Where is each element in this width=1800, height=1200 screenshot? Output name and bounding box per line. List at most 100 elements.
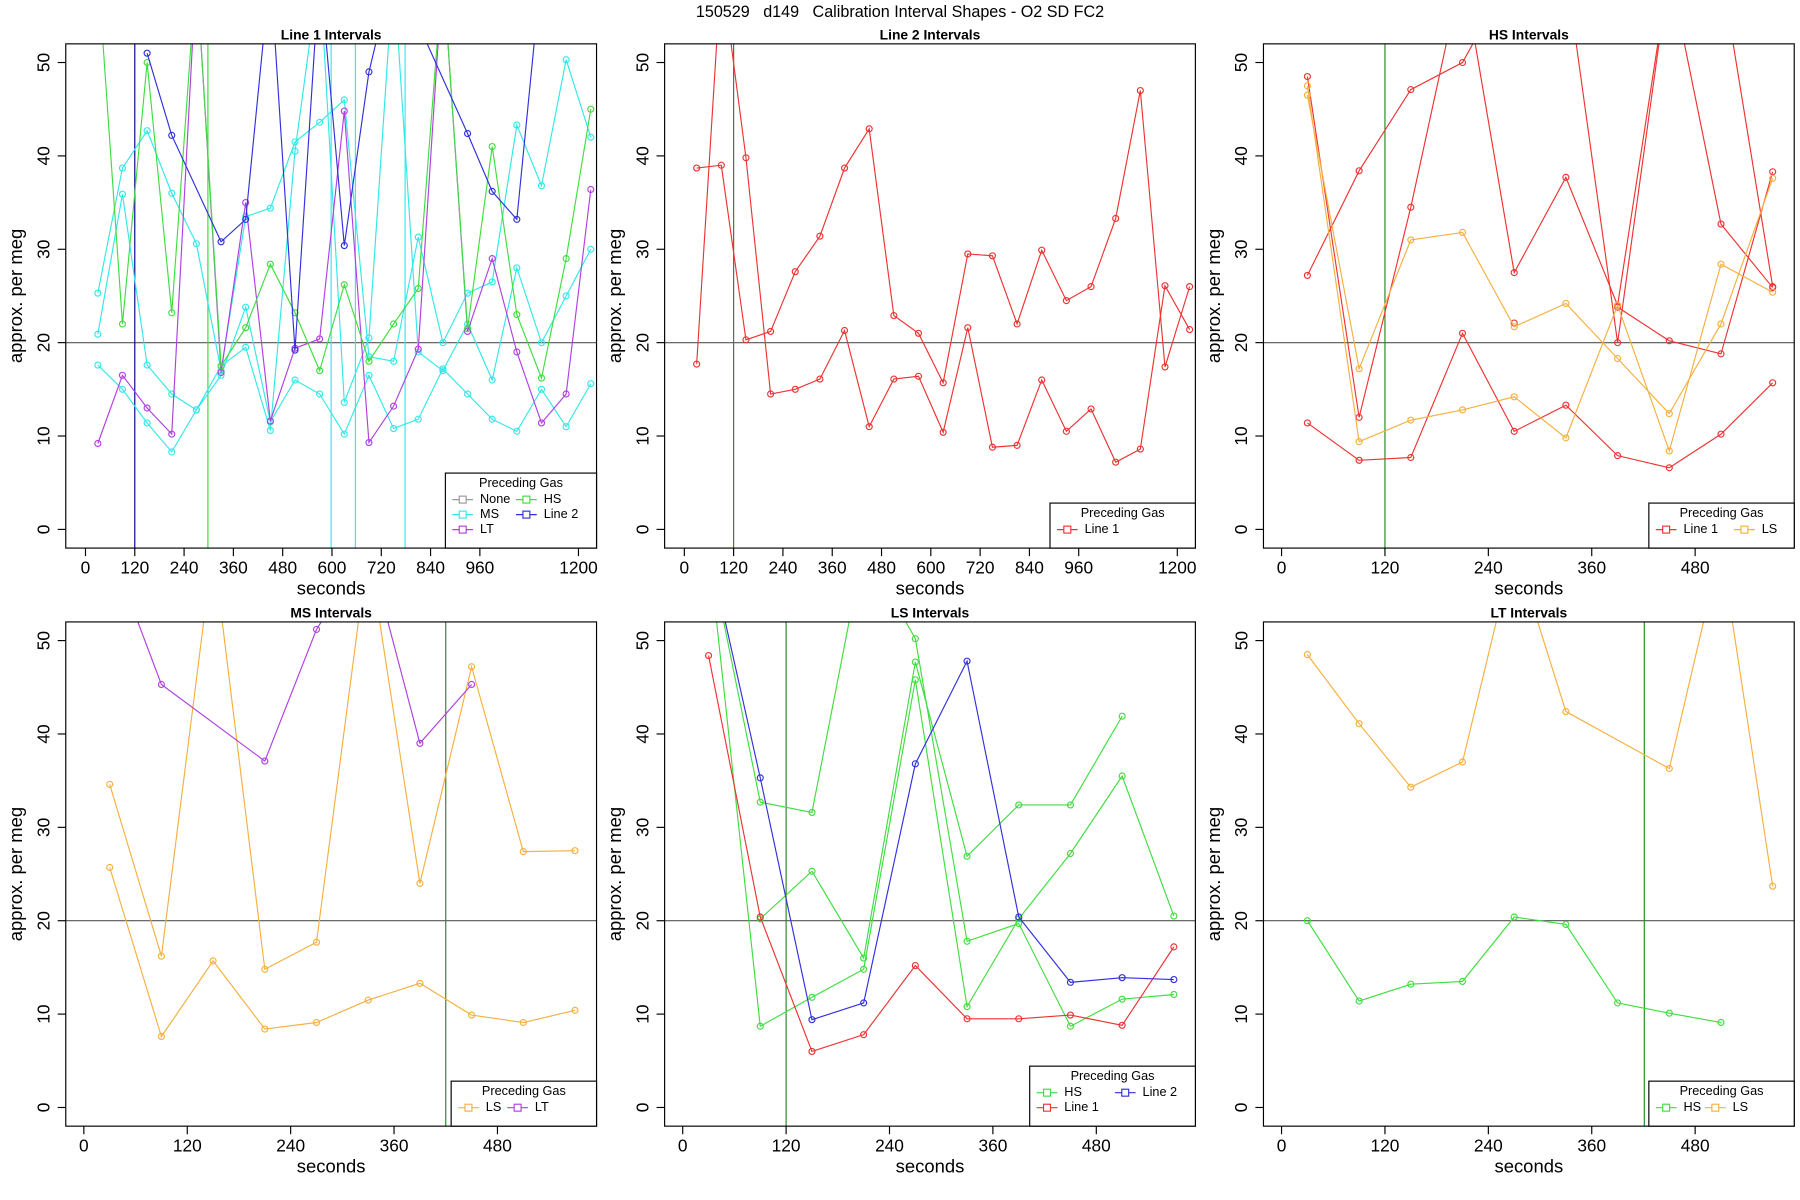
data-point: [963, 937, 971, 945]
data-point: [94, 361, 102, 369]
data-point: [1510, 913, 1518, 921]
x-tick-label: 480: [1681, 557, 1710, 577]
data-point: [890, 375, 898, 383]
y-tick-label: 30: [632, 240, 652, 259]
data-point: [291, 138, 299, 146]
plot-area: [664, 621, 1196, 1127]
legend-symbol: [522, 510, 531, 519]
data-point: [513, 215, 521, 223]
x-tick-label: 240: [1474, 1135, 1503, 1155]
data-point: [1170, 943, 1178, 951]
data-point: [118, 320, 127, 328]
data-point: [1087, 405, 1095, 413]
x-tick-label: 840: [416, 557, 445, 577]
legend-title: Preceding Gas: [479, 476, 563, 490]
data-point: [143, 419, 151, 427]
data-point: [914, 329, 923, 337]
x-axis-label: seconds: [297, 577, 366, 598]
panel-title: HS Intervals: [1489, 26, 1569, 42]
legend-title: Preceding Gas: [1680, 1084, 1764, 1098]
plot-frame: [65, 43, 598, 549]
panel: MS Intervals seconds approx. per meg 0 120 24…: [5, 605, 598, 1177]
series-line: [109, 621, 576, 971]
legend-box: [444, 472, 598, 549]
series-line: [759, 661, 1123, 960]
data-point: [291, 376, 299, 384]
data-point: [1717, 260, 1725, 268]
data-point: [1066, 849, 1075, 858]
data-point: [416, 879, 424, 887]
data-point: [1458, 977, 1467, 985]
x-tick-label: 480: [1082, 1135, 1111, 1155]
data-point: [1407, 453, 1415, 462]
data-point: [468, 663, 476, 671]
data-point: [365, 357, 373, 365]
data-point: [808, 1047, 816, 1056]
data-point: [1136, 86, 1144, 95]
legend-symbol: [1042, 1088, 1052, 1097]
x-tick-label: 360: [1577, 557, 1606, 577]
data-point: [1355, 365, 1363, 373]
data-point: [1161, 282, 1169, 290]
data-point: [414, 345, 422, 353]
legend-label: LS: [1762, 522, 1778, 536]
data-point: [192, 406, 200, 414]
data-point: [1665, 337, 1673, 345]
data-point: [217, 238, 225, 246]
legend-box: [1049, 502, 1196, 549]
data-point: [143, 127, 151, 135]
data-point: [1161, 363, 1169, 371]
y-tick-label: 10: [632, 426, 652, 445]
data-point: [860, 1031, 868, 1039]
x-tick-label: 1200: [559, 557, 597, 577]
data-point: [693, 360, 701, 368]
data-point: [562, 423, 570, 431]
data-point: [1186, 325, 1194, 334]
data-point: [340, 241, 348, 250]
figure-title: 150529 d149 Calibration Interval Shapes …: [696, 3, 1104, 21]
x-tick-label: 0: [1277, 557, 1287, 577]
plot-frame: [664, 43, 1196, 549]
data-point: [1066, 1022, 1075, 1030]
x-tick-label: 120: [1371, 1135, 1400, 1155]
data-point: [1562, 401, 1570, 409]
data-point: [1407, 236, 1415, 244]
data-point: [1015, 1015, 1023, 1023]
x-tick-label: 840: [1015, 557, 1044, 577]
data-point: [365, 68, 373, 76]
data-point: [1407, 783, 1415, 791]
data-point: [192, 240, 200, 248]
legend-symbol: [1063, 525, 1072, 534]
data-point: [1407, 416, 1415, 424]
x-tick-label: 0: [81, 557, 91, 577]
data-point: [157, 680, 165, 689]
data-point: [168, 131, 176, 139]
data-point: [1562, 434, 1570, 442]
x-tick-label: 120: [120, 557, 149, 577]
series-line: [1307, 331, 1774, 469]
x-axis-label: seconds: [896, 577, 965, 598]
data-point: [365, 334, 373, 342]
x-tick-label: 0: [678, 1135, 688, 1155]
data-point: [340, 281, 348, 289]
data-point: [791, 385, 799, 393]
y-tick-label: 0: [34, 1103, 54, 1113]
legend-label: MS: [480, 507, 499, 521]
data-point: [911, 635, 919, 643]
series-line: [1306, 95, 1774, 415]
series-line: [707, 655, 1175, 1053]
data-point: [860, 965, 868, 973]
y-tick-label: 40: [34, 724, 54, 743]
data-point: [1136, 445, 1144, 453]
x-tick-label: 120: [719, 557, 748, 577]
x-tick-label: 120: [173, 1135, 202, 1155]
y-tick-label: 30: [34, 240, 54, 259]
data-point: [1562, 920, 1570, 929]
y-tick-label: 40: [1231, 146, 1251, 165]
legend-symbol: [1121, 1088, 1130, 1097]
data-point: [939, 379, 947, 387]
data-point: [143, 361, 151, 369]
plot-frame: [664, 621, 1196, 1127]
plot-frame: [1262, 621, 1795, 1127]
